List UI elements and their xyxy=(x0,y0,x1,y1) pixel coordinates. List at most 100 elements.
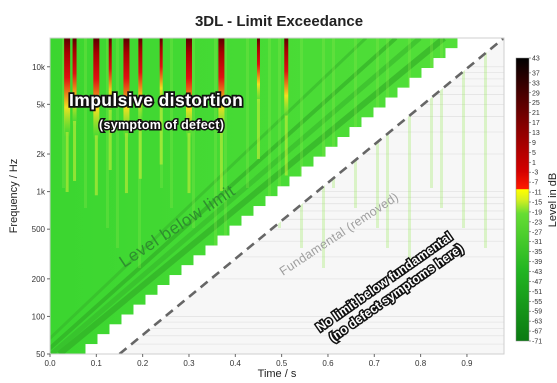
heatmap-region xyxy=(50,38,504,354)
colorbar-tick-label: -47 xyxy=(532,279,542,286)
colorbar-tick-label: -55 xyxy=(532,299,542,306)
y-tick-label: 2k xyxy=(37,150,46,159)
colorbar-tick-label: -3 xyxy=(532,170,538,177)
colorbar-tick-label: -35 xyxy=(532,249,542,256)
colorbar: 43 37 33 29 25 21 17 13 9 5 1 -3 -7 -11 -15 -19 -23 -27 -3… xyxy=(515,56,557,346)
colorbar-tick-label: -39 xyxy=(532,259,542,266)
plot-area xyxy=(49,37,505,355)
colorbar-label: Level in dB xyxy=(547,173,557,227)
colorbar-tick-label: 21 xyxy=(532,110,540,117)
x-tick-label: 0.7 xyxy=(369,359,381,368)
y-tick-label: 10k xyxy=(32,63,46,72)
colorbar-tick-label: 17 xyxy=(532,120,540,127)
colorbar-tick-label: -11 xyxy=(532,190,542,197)
x-tick-label: 0.8 xyxy=(415,359,427,368)
texture-streak xyxy=(170,38,173,208)
fundamental-dashed-line xyxy=(118,38,504,354)
colorbar-tick-label: 37 xyxy=(532,70,540,77)
texture-streak xyxy=(192,38,195,228)
impulse-tail xyxy=(219,130,223,191)
impulse-tail xyxy=(138,118,142,179)
texture-streak xyxy=(408,38,411,268)
impulse-burst xyxy=(64,38,71,137)
fundamental-removed-band xyxy=(50,38,504,354)
impulse-tail xyxy=(284,115,288,176)
texture-streak xyxy=(386,38,389,248)
texture-streak xyxy=(278,38,281,228)
colorbar-tick-label: -67 xyxy=(532,329,542,336)
colorbar-tick-label: 5 xyxy=(532,150,536,157)
x-axis-label: Time / s xyxy=(258,368,297,380)
texture-streak xyxy=(62,38,65,188)
colorbar-ticks: 43 37 33 29 25 21 17 13 9 5 1 -3 -7 -11 -15 -19 -23 -27 -3… xyxy=(529,56,542,346)
impulse-burst xyxy=(72,38,77,126)
y-axis-label: Frequency / Hz xyxy=(8,159,20,234)
x-tick-label: 0.6 xyxy=(322,359,334,368)
annotation-symptom-of-defect: (symptom of defect) xyxy=(99,118,224,132)
x-tick-label: 0.9 xyxy=(461,359,473,368)
y-tick-label: 50 xyxy=(36,350,45,359)
colorbar-tick-label: 25 xyxy=(532,100,540,107)
colorbar-tick-label: -63 xyxy=(532,319,542,326)
texture-streak xyxy=(430,38,433,188)
chart-title: 3DL - Limit Exceedance xyxy=(195,13,363,30)
x-tick-label: 0.1 xyxy=(91,359,103,368)
texture-streak xyxy=(440,38,443,208)
impulse-burst xyxy=(218,38,225,136)
texture-streak xyxy=(354,38,357,208)
texture-streak xyxy=(84,38,87,208)
colorbar-tick-label: -51 xyxy=(532,289,542,296)
x-axis-ticks: 0.0 0.1 0.2 0.3 0.4 0.5 0.6 0.7 0.8 0.9 xyxy=(44,354,473,368)
impulse-burst xyxy=(284,38,289,121)
impulse-burst xyxy=(256,38,260,104)
texture-streak xyxy=(462,38,465,228)
colorbar-tick-label: 29 xyxy=(532,90,540,97)
colorbar-tick-label: 33 xyxy=(532,80,540,87)
colorbar-tick-label: -71 xyxy=(532,339,542,346)
y-tick-label: 1k xyxy=(37,188,46,197)
x-tick-label: 0.2 xyxy=(137,359,149,368)
y-tick-label: 100 xyxy=(32,312,46,321)
texture-streak xyxy=(322,38,325,268)
impulse-tail xyxy=(187,133,191,194)
plot-frame xyxy=(49,37,505,355)
colorbar-tick-label: -27 xyxy=(532,229,542,236)
texture-streak xyxy=(268,38,271,208)
colorbar-tick-label: -15 xyxy=(532,199,542,206)
impulse-burst xyxy=(93,38,100,141)
impulse-tail xyxy=(94,135,98,196)
impulse-burst xyxy=(123,38,130,139)
texture-streak xyxy=(116,38,119,248)
impulse-burst xyxy=(185,38,192,139)
colorbar-tick-label: 1 xyxy=(532,160,536,167)
x-tick-label: 0.3 xyxy=(183,359,195,368)
harmonic-stripe xyxy=(50,38,368,341)
impulse-burst xyxy=(159,38,163,110)
x-tick-label: 0.0 xyxy=(44,359,56,368)
colorbar-tick-label: -43 xyxy=(532,269,542,276)
impulse-tail xyxy=(159,104,163,165)
y-tick-label: 200 xyxy=(32,275,46,284)
y-tick-label: 500 xyxy=(32,225,46,234)
colorbar-gradient xyxy=(515,57,530,342)
impulse-burst xyxy=(108,38,112,115)
harmonic-stripe xyxy=(50,38,398,351)
impulse-tail xyxy=(124,133,128,194)
impulse-tail xyxy=(65,132,69,192)
texture-streak xyxy=(106,38,109,228)
y-tick-label: 5k xyxy=(37,100,46,109)
texture-streak xyxy=(246,38,249,188)
x-tick-label: 0.5 xyxy=(276,359,288,368)
annotation-impulsive-distortion: Impulsive distortion xyxy=(69,90,243,110)
impulse-tail xyxy=(73,121,77,181)
x-tick-label: 0.4 xyxy=(230,359,242,368)
texture-streak xyxy=(484,38,487,248)
colorbar-tick-label: -7 xyxy=(532,180,538,187)
colorbar-tick-label: 43 xyxy=(532,56,540,63)
texture-streak xyxy=(214,38,217,248)
texture-streak xyxy=(332,38,335,188)
colorbar-tick-label: -19 xyxy=(532,209,542,216)
impulse-tail xyxy=(256,99,260,159)
colorbar-tick-label: 13 xyxy=(532,130,540,137)
